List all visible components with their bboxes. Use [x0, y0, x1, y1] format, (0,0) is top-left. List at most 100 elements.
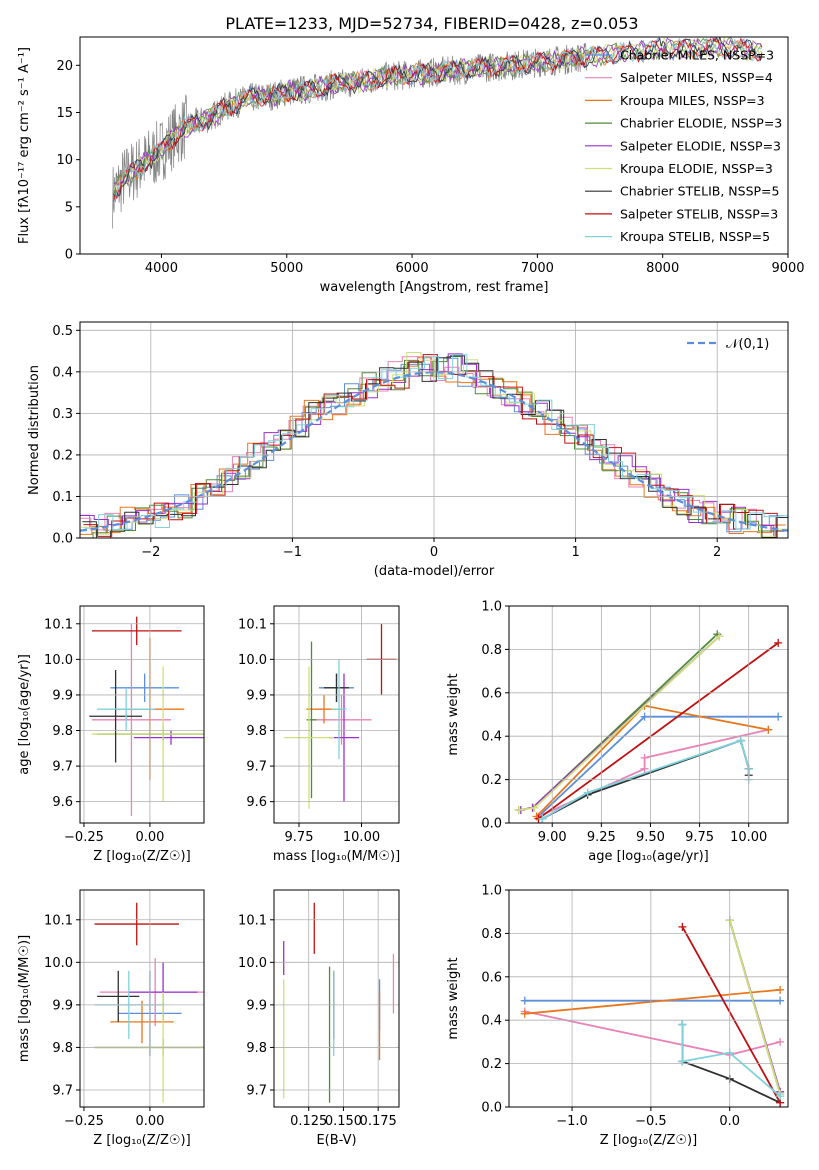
- x-tick-label: 1: [571, 545, 579, 560]
- x-tick-label: 0.150: [325, 1114, 362, 1129]
- mass-vs-z-errorbars: [94, 902, 204, 1103]
- y-axis-label: age [log₁₀(age/yr)]: [17, 654, 32, 775]
- marker-kroupa-elodie: [715, 632, 724, 641]
- mass-weight-vs-age-axes: 9.00 9.25 9.50 9.75 10.00 0.0 0.2 0.4 0.6 0.8 1.0 a…: [446, 600, 789, 864]
- x-tick-label: 0.175: [360, 1114, 397, 1129]
- x-axis-label: Z [log₁₀(Z/Z☉)]: [93, 849, 190, 864]
- y-tick-label: 0.2: [52, 448, 73, 463]
- y-tick-label: 0.1: [52, 490, 73, 505]
- y-tick-label: 5: [65, 200, 73, 215]
- x-tick-label: 0.0: [719, 1114, 740, 1129]
- y-tick-label: 10.1: [44, 913, 73, 928]
- y-tick-label: 0.8: [481, 643, 502, 658]
- y-tick-label: 9.9: [52, 998, 73, 1013]
- y-tick-label: 20: [56, 59, 73, 74]
- marker-chabrier-miles: [520, 996, 529, 1005]
- model-spectrum-salpeter-elodie: [113, 37, 763, 187]
- y-tick-label: 9.7: [52, 1083, 73, 1098]
- legend-label-chabrier-stelib: Chabrier STELIB, NSSP=5: [620, 184, 780, 199]
- y-tick-label: 0.6: [481, 686, 502, 701]
- line-kroupa-miles: [535, 704, 769, 818]
- x-tick-label: −0.5: [635, 1114, 667, 1129]
- histogram-kroupa-miles: [80, 357, 786, 535]
- legend-label-chabrier-miles: Chabrier MILES, NSSP=3: [620, 48, 774, 63]
- mass-weight-vs-z-lines: [520, 916, 785, 1107]
- histogram-chabrier-miles: [80, 357, 784, 533]
- y-tick-label: 9.8: [52, 1041, 73, 1056]
- mass-weight-vs-age-lines: [514, 630, 783, 823]
- x-tick-label: 9.00: [538, 830, 567, 845]
- y-axis-label: mass weight: [446, 957, 461, 1039]
- marker-salpeter-stelib: [678, 922, 687, 931]
- y-tick-label: 10: [56, 153, 73, 168]
- y-tick-label: 0: [65, 248, 73, 263]
- x-tick-label: −1.0: [556, 1114, 588, 1129]
- mass-weight-vs-age-frame: [508, 605, 789, 824]
- legend-label-normal: 𝒩(0,1): [726, 337, 769, 352]
- y-tick-label: 10.1: [238, 913, 267, 928]
- x-tick-label: 9.75: [285, 830, 314, 845]
- y-tick-label: 0.0: [52, 532, 73, 547]
- x-tick-label: 10.00: [730, 830, 767, 845]
- marker-kroupa-stelib: [736, 736, 745, 745]
- x-tick-label: −2: [141, 545, 160, 560]
- y-tick-label: 9.7: [246, 760, 267, 775]
- y-tick-label: 1.0: [481, 884, 502, 899]
- x-tick-label: 4000: [145, 261, 178, 276]
- y-tick-label: 9.9: [246, 998, 267, 1013]
- y-tick-label: 10.0: [238, 653, 267, 668]
- residuals-frame: [79, 321, 789, 539]
- marker-salpeter-miles: [776, 1037, 785, 1046]
- mass-vs-z-frame: [79, 889, 205, 1108]
- marker-chabrier-miles: [640, 712, 649, 721]
- histogram-kroupa-elodie: [81, 352, 788, 537]
- x-tick-label: 10.00: [343, 830, 380, 845]
- y-tick-label: 0.2: [481, 1057, 502, 1072]
- x-tick-label: 0.00: [135, 830, 164, 845]
- mass-weight-vs-z-axes: −1.0 −0.5 0.0 0.0 0.2 0.4 0.6 0.8 1.0 Z [log₁₀(Z/…: [446, 884, 789, 1148]
- age-vs-z-frame: [79, 605, 205, 824]
- x-tick-label: 0.00: [135, 1114, 164, 1129]
- y-tick-label: 10.0: [44, 653, 73, 668]
- x-axis-label: mass [log₁₀(M/M☉)]: [273, 849, 400, 864]
- spectrum-frame: [79, 36, 789, 255]
- marker-kroupa-stelib: [583, 788, 592, 797]
- y-tick-label: 0.4: [52, 365, 73, 380]
- x-tick-label: 0: [430, 545, 438, 560]
- y-tick-label: 10.0: [44, 956, 73, 971]
- x-tick-label: −0.25: [64, 830, 104, 845]
- y-tick-label: 0.5: [52, 324, 73, 339]
- legend-label-salpeter-elodie: Salpeter ELODIE, NSSP=3: [620, 138, 781, 153]
- line-salpeter-stelib: [537, 642, 779, 820]
- x-axis-label: Z [log₁₀(Z/Z☉)]: [93, 1133, 190, 1148]
- residuals-axes: −2 −1 0 1 2 0.0 0.1 0.2 0.3 0.4 0.5 (data-model)/er…: [27, 321, 789, 579]
- y-tick-label: 0.4: [481, 730, 502, 745]
- model-spectrum-kroupa-elodie: [113, 37, 763, 191]
- x-axis-label: age [log₁₀(age/yr)]: [588, 849, 709, 864]
- y-tick-label: 0.3: [52, 407, 73, 422]
- y-axis-label: mass weight: [446, 673, 461, 755]
- y-tick-label: 9.7: [246, 1083, 267, 1098]
- mass-vs-ebv-errorbars: [283, 902, 395, 1103]
- marker-kroupa-miles: [764, 725, 773, 734]
- y-tick-label: 1.0: [481, 600, 502, 615]
- marker-salpeter-miles: [640, 764, 649, 773]
- x-axis-label: E(B-V): [316, 1133, 356, 1148]
- x-axis-label: wavelength [Angstrom, rest frame]: [320, 280, 549, 295]
- marker-kroupa-stelib: [538, 814, 547, 823]
- model-spectrum-kroupa-stelib: [113, 37, 763, 203]
- y-tick-label: 0.0: [481, 817, 502, 832]
- line-kroupa-miles: [524, 988, 781, 1015]
- x-tick-label: 9.50: [636, 830, 665, 845]
- histogram-salpeter-miles: [80, 356, 785, 532]
- plots-group: Chabrier MILES, NSSP=3 Salpeter MILES, NS…: [17, 36, 805, 1148]
- marker-kroupa-stelib: [678, 1057, 687, 1066]
- marker-chabrier-miles: [774, 712, 783, 721]
- x-tick-label: 7000: [521, 261, 554, 276]
- spectrum-legend: Chabrier MILES, NSSP=3 Salpeter MILES, NS…: [585, 48, 782, 244]
- figure-title: PLATE=1233, MJD=52734, FIBERID=0428, z=0…: [225, 14, 638, 33]
- histogram-salpeter-stelib: [83, 354, 788, 538]
- legend-label-kroupa-miles: Kroupa MILES, NSSP=3: [620, 93, 765, 108]
- age-vs-z-errorbars: [89, 616, 204, 816]
